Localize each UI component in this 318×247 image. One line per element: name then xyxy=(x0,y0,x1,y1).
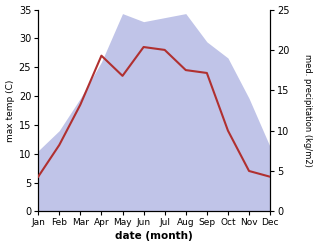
X-axis label: date (month): date (month) xyxy=(115,231,193,242)
Y-axis label: med. precipitation (kg/m2): med. precipitation (kg/m2) xyxy=(303,54,313,167)
Y-axis label: max temp (C): max temp (C) xyxy=(5,79,15,142)
